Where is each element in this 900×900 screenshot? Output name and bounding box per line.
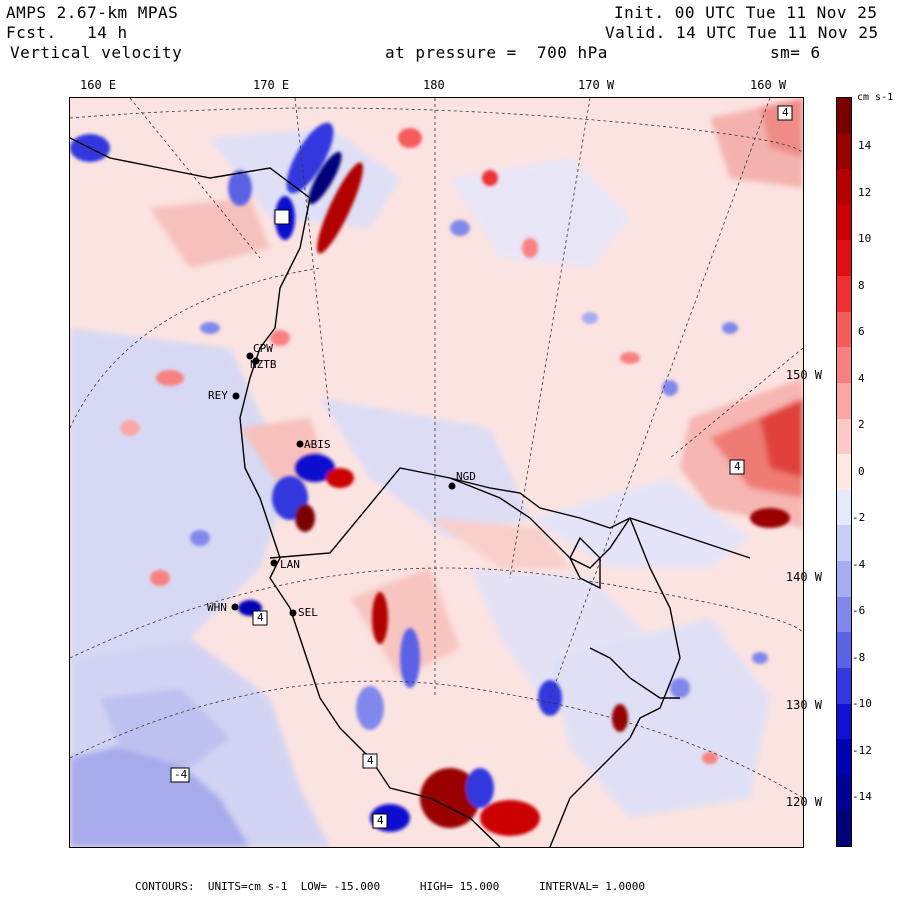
colorbar-tick-label: 12 (858, 185, 872, 199)
lon-label-170e: 170 E (253, 78, 290, 92)
colorbar (836, 97, 852, 847)
colorbar-tick-label: -6 (852, 604, 866, 617)
colorbar-tick-label: -10 (852, 697, 872, 710)
colorbar-tick-label: -4 (852, 557, 866, 571)
contour-marker-4-c: 4 (257, 611, 264, 624)
station-whn: WHN (207, 601, 227, 614)
station-cpw: CPW (253, 342, 273, 355)
colorbar-tick-label: 14 (858, 139, 872, 152)
lon-label-170w: 170 W (578, 78, 615, 92)
contour-marker-4-e: 4 (377, 814, 384, 827)
colorbar-segment (837, 632, 851, 669)
colorbar-tick-label: -12 (852, 743, 872, 757)
colorbar-tick-label: 4 (858, 371, 865, 385)
contour-marker-4-b: 4 (734, 460, 741, 473)
colorbar-segment (837, 98, 851, 135)
colorbar-segment (837, 703, 851, 740)
forecast-label: Fcst. (6, 23, 57, 42)
colorbar-segment (837, 240, 851, 277)
lat-label-140w: 140 W (785, 570, 822, 584)
field-title: Vertical velocity (10, 43, 183, 62)
lon-label-160w: 160 W (750, 78, 787, 92)
colorbar-tick-label: -2 (852, 511, 866, 524)
colorbar-segment (837, 418, 851, 455)
colorbar-segment (837, 774, 851, 811)
smoothing-label: sm= 6 (770, 43, 821, 62)
colorbar-segment (837, 169, 851, 206)
contour-marker-4-a: 4 (782, 106, 789, 119)
station-rey: REY (208, 389, 228, 402)
contour-marker-4-d: 4 (367, 754, 374, 767)
colorbar-tick-label: 0 (858, 464, 865, 478)
footer-high: HIGH= 15.000 (419, 880, 500, 893)
model-title: AMPS 2.67-km MPAS (6, 3, 179, 22)
colorbar-segment (837, 133, 851, 170)
lon-label-180: 180 (423, 78, 445, 92)
colorbar-tick-label: -8 (852, 650, 866, 664)
init-time: Init. 00 UTC Tue 11 Nov 25 (614, 3, 878, 22)
pressure-label: at pressure = (385, 43, 517, 62)
footer-contours-line: CONTOURS: UNITS=cm s-1 LOW= -15.000 HIGH… (135, 880, 645, 893)
colorbar-segment (837, 596, 851, 633)
station-sel: SEL (298, 606, 318, 619)
forecast-line: Fcst. 14 h (6, 24, 128, 42)
footer-units: UNITS=cm s-1 (207, 880, 288, 893)
valid-time: Valid. 14 UTC Tue 11 Nov 25 (605, 23, 879, 42)
colorbar-segment (837, 525, 851, 562)
colorbar-segment (837, 276, 851, 313)
colorbar-segment (837, 489, 851, 526)
colorbar-units: cm s-1 (857, 92, 894, 103)
lat-label-150w: 150 W (785, 368, 822, 382)
pressure-value: 700 hPa (537, 43, 608, 62)
pressure-line: at pressure = 700 hPa (385, 44, 608, 62)
station-nztb: NZTB (250, 358, 277, 371)
colorbar-segment (837, 561, 851, 598)
colorbar-segment (837, 204, 851, 241)
colorbar-tick-label: 8 (858, 278, 865, 292)
footer-interval: INTERVAL= 1.0000 (539, 880, 646, 893)
station-lan: LAN (280, 558, 300, 571)
station-ngd: NGD (456, 470, 476, 483)
colorbar-segment (837, 810, 851, 847)
map-svg (70, 98, 803, 847)
colorbar-tick-label: -14 (852, 790, 872, 803)
lat-label-120w: 120 W (785, 795, 822, 809)
colorbar-tick-label: 6 (858, 325, 865, 338)
colorbar-segment (837, 347, 851, 384)
colorbar-segment (837, 311, 851, 348)
colorbar-segment (837, 382, 851, 420)
colorbar-segment (837, 739, 851, 776)
vertical-velocity-map: CPW NZTB REY ABIS NGD LAN WHN SEL 4 4 4 … (69, 97, 804, 848)
colorbar-segment (837, 454, 851, 491)
station-abis: ABIS (304, 438, 331, 451)
contour-marker-neg4: -4 (174, 768, 188, 781)
colorbar-tick-label: 2 (858, 418, 865, 431)
colorbar-segment (837, 667, 851, 704)
lat-label-130w: 130 W (785, 698, 822, 712)
footer-contours-label: CONTOURS: (135, 880, 195, 893)
forecast-hours: 14 h (87, 23, 128, 42)
colorbar-tick-label: 10 (858, 232, 872, 245)
footer-low: LOW= -15.000 (300, 880, 381, 893)
lon-label-160e: 160 E (80, 78, 117, 92)
